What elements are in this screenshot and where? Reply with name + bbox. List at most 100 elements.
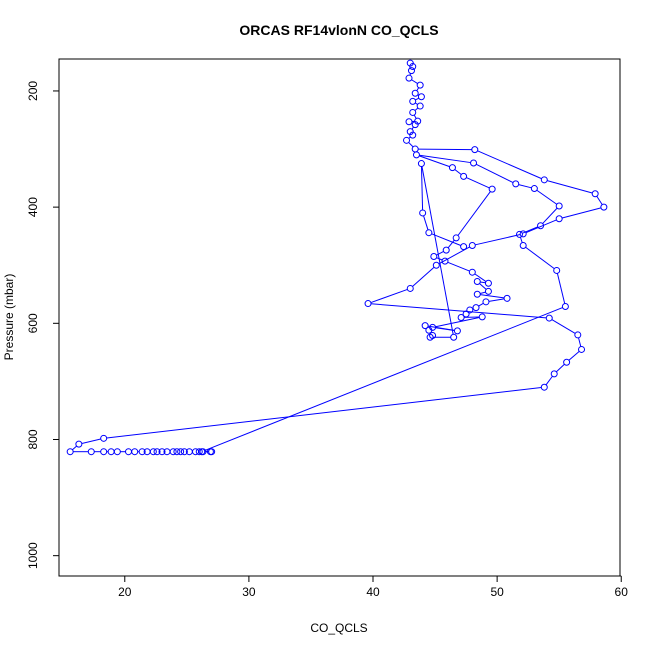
series-line-segment bbox=[480, 281, 486, 284]
x-tick-label: 50 bbox=[490, 585, 504, 599]
series-line-segment bbox=[545, 375, 553, 386]
data-point bbox=[540, 176, 548, 184]
series-line-segment bbox=[454, 169, 462, 175]
data-point bbox=[421, 322, 429, 330]
data-point bbox=[452, 234, 460, 242]
data-point bbox=[409, 97, 417, 105]
data-point bbox=[87, 448, 95, 456]
data-point bbox=[417, 93, 425, 101]
data-point bbox=[468, 268, 476, 276]
series-line-segment bbox=[536, 189, 558, 205]
data-point bbox=[405, 74, 413, 82]
y-tick-label: 1000 bbox=[26, 542, 40, 569]
series-line-segment bbox=[479, 283, 487, 290]
data-point bbox=[416, 81, 424, 89]
data-point bbox=[425, 229, 433, 237]
series-line-segment bbox=[408, 142, 414, 148]
data-point bbox=[468, 241, 476, 249]
data-point bbox=[448, 164, 456, 172]
data-point bbox=[470, 159, 478, 167]
data-point bbox=[149, 448, 157, 456]
series-line-segment bbox=[547, 180, 593, 194]
data-point bbox=[419, 209, 427, 217]
data-point bbox=[563, 358, 571, 366]
series-line-segment bbox=[447, 261, 470, 272]
data-point bbox=[555, 215, 563, 223]
series-line-segment bbox=[72, 445, 77, 451]
data-point bbox=[411, 121, 419, 129]
data-point bbox=[460, 172, 468, 180]
data-point bbox=[407, 67, 415, 75]
data-point bbox=[75, 440, 83, 448]
data-point bbox=[100, 434, 108, 442]
data-point bbox=[113, 448, 121, 456]
data-point bbox=[482, 298, 490, 306]
data-point bbox=[138, 448, 146, 456]
series-line-segment bbox=[518, 184, 532, 189]
series-line-segment bbox=[421, 166, 454, 335]
data-point bbox=[457, 314, 465, 321]
series-line-segment bbox=[412, 266, 435, 287]
data-point bbox=[425, 326, 433, 334]
x-axis-label: CO_QCLS bbox=[310, 621, 367, 635]
series-line-segment bbox=[476, 163, 514, 184]
data-point bbox=[409, 131, 417, 139]
data-point bbox=[553, 266, 561, 274]
data-point bbox=[462, 310, 470, 318]
data-point bbox=[125, 448, 133, 456]
series-line-segment bbox=[522, 226, 538, 234]
data-point bbox=[412, 151, 420, 159]
series-line-segment bbox=[420, 166, 424, 210]
series-line-segment bbox=[596, 196, 603, 205]
data-point bbox=[441, 257, 449, 265]
x-tick-label: 60 bbox=[615, 585, 629, 599]
data-point bbox=[472, 304, 480, 312]
data-point bbox=[169, 448, 177, 456]
x-tick-label: 30 bbox=[242, 585, 256, 599]
data-point bbox=[519, 241, 527, 249]
data-point bbox=[66, 448, 74, 456]
series-line-segment bbox=[519, 237, 523, 243]
series-line-segment bbox=[457, 191, 491, 236]
x-tick-label: 40 bbox=[366, 585, 380, 599]
y-tick-label: 200 bbox=[26, 81, 40, 101]
series-line-segment bbox=[525, 219, 557, 234]
series-line-segment bbox=[81, 438, 101, 444]
x-axis: 20 30 40 50 60 bbox=[118, 575, 629, 599]
data-point bbox=[403, 136, 411, 144]
data-point bbox=[432, 261, 440, 269]
series-layer bbox=[66, 59, 608, 456]
y-tick-label: 400 bbox=[26, 197, 40, 217]
series-line-segment bbox=[204, 307, 563, 452]
series-line-segment bbox=[447, 239, 455, 249]
series-line-segment bbox=[416, 87, 420, 91]
series-line-segment bbox=[413, 114, 417, 119]
series-line-segment bbox=[415, 97, 420, 101]
data-point bbox=[153, 448, 161, 456]
data-point bbox=[158, 448, 166, 456]
series-line-segment bbox=[478, 302, 484, 307]
data-point bbox=[442, 246, 450, 254]
data-point bbox=[180, 448, 188, 456]
data-point bbox=[208, 448, 216, 456]
series-line-segment bbox=[488, 298, 505, 302]
data-point bbox=[411, 145, 419, 153]
data-point bbox=[540, 383, 548, 391]
data-point bbox=[591, 190, 599, 198]
data-point bbox=[417, 160, 425, 168]
series-line-segment bbox=[466, 177, 490, 189]
series-line-segment bbox=[370, 303, 547, 319]
data-point bbox=[409, 108, 417, 116]
data-point bbox=[406, 284, 414, 292]
data-point bbox=[555, 202, 563, 210]
series-line-segment bbox=[419, 155, 450, 168]
data-point bbox=[173, 448, 181, 456]
series-line-segment bbox=[542, 207, 558, 224]
data-point bbox=[503, 294, 511, 302]
data-point bbox=[453, 327, 461, 335]
data-point bbox=[484, 279, 492, 287]
series-line-segment bbox=[578, 337, 582, 347]
y-axis: 200 400 600 800 1000 bbox=[26, 81, 60, 569]
data-point bbox=[600, 203, 608, 211]
